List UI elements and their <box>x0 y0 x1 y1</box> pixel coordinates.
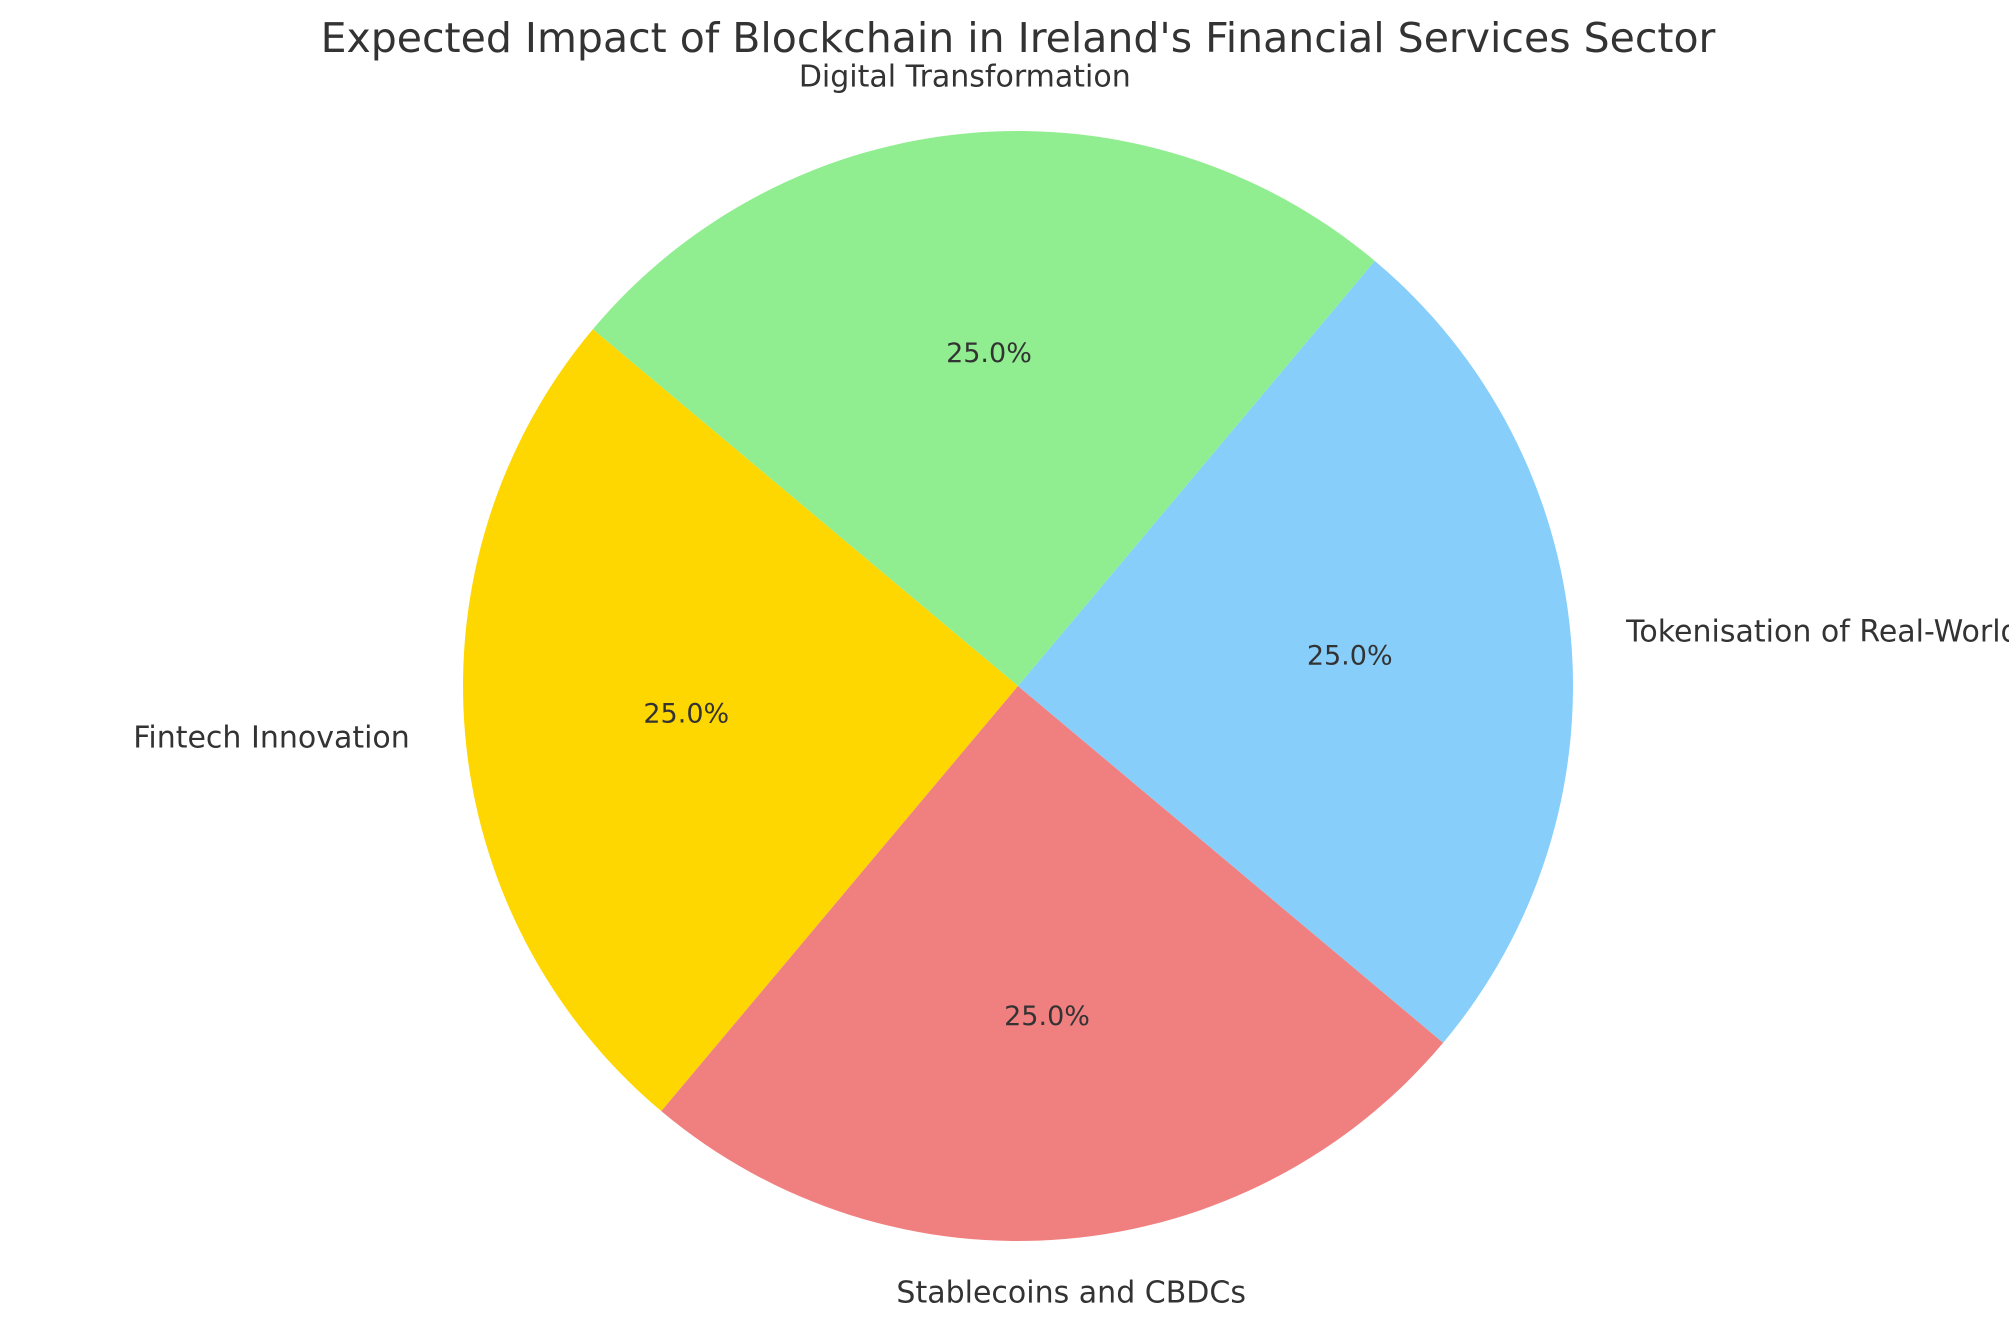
slice-label-fintech-innovation: Fintech Innovation <box>133 721 410 756</box>
pct-label-tokenisation-of-real-world-assets: 25.0% <box>1307 640 1393 671</box>
pie-slices <box>462 131 1573 1241</box>
slice-label-tokenisation-of-real-world-assets: Tokenisation of Real-World Assets <box>1625 614 2009 649</box>
pct-label-stablecoins-and-cbdcs: 25.0% <box>1004 1001 1090 1032</box>
slice-label-digital-transformation: Digital Transformation <box>799 59 1131 94</box>
slice-stablecoins-and-cbdcs <box>661 686 1444 1241</box>
pct-label-digital-transformation: 25.0% <box>946 338 1032 369</box>
slice-digital-transformation <box>592 131 1375 686</box>
slice-label-stablecoins-and-cbdcs: Stablecoins and CBDCs <box>896 1276 1246 1311</box>
chart-title: Expected Impact of Blockchain in Ireland… <box>321 14 1716 62</box>
slice-fintech-innovation <box>462 329 1018 1112</box>
pct-label-fintech-innovation: 25.0% <box>643 699 729 730</box>
slice-tokenisation-of-real-world-assets <box>1018 260 1573 1043</box>
pie-labels: Fintech Innovation 25.0% Stablecoins and C… <box>133 59 2009 1310</box>
